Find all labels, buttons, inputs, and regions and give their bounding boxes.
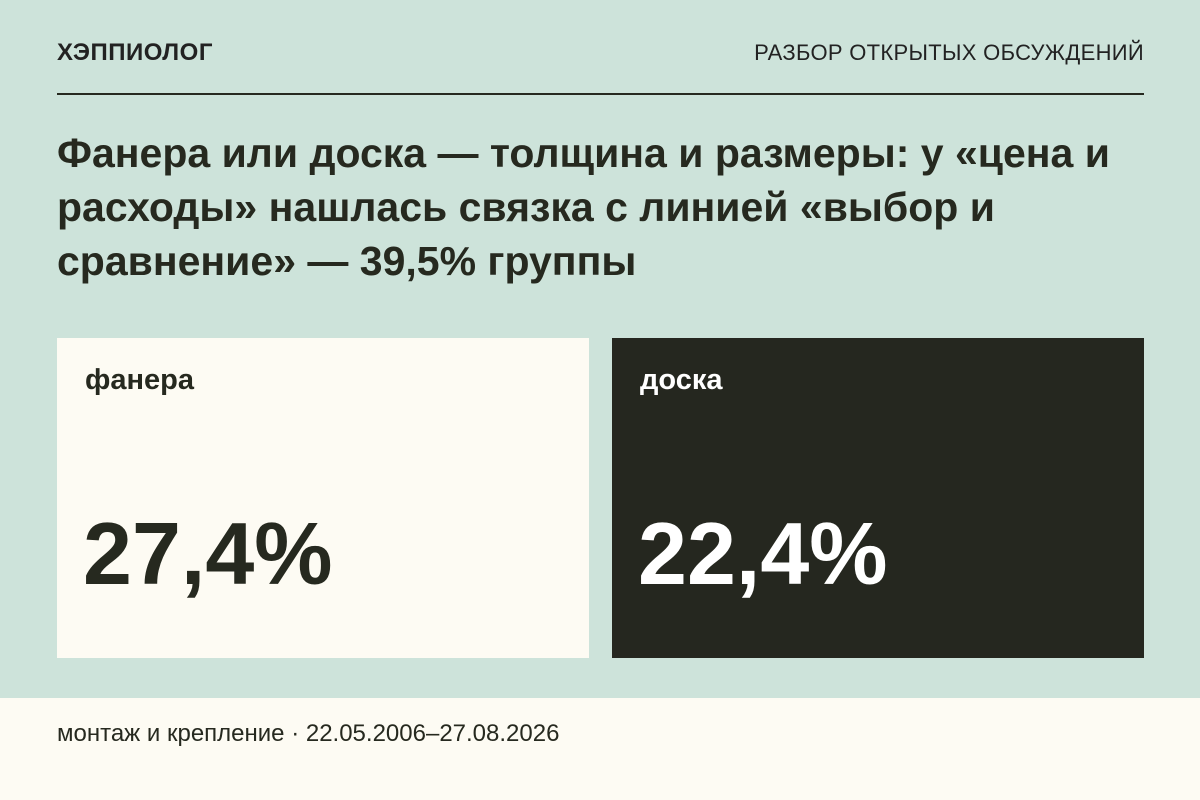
- brand-name: ХЭППИОЛОГ: [57, 39, 213, 66]
- footer: монтаж и крепление · 22.05.2006–27.08.20…: [0, 698, 1200, 800]
- stat-card-value: 27,4%: [83, 504, 333, 603]
- section-title: РАЗБОР ОТКРЫТЫХ ОБСУЖДЕНИЙ: [754, 40, 1144, 65]
- headline: Фанера или доска — толщина и размеры: у …: [57, 130, 1110, 284]
- stat-card-value: 22,4%: [638, 504, 888, 603]
- stat-card-plywood: фанера 27,4%: [57, 338, 589, 658]
- stat-card-label: доска: [640, 364, 723, 396]
- footer-caption: монтаж и крепление · 22.05.2006–27.08.20…: [57, 720, 560, 747]
- header: ХЭППИОЛОГ РАЗБОР ОТКРЫТЫХ ОБСУЖДЕНИЙ: [57, 38, 1144, 68]
- stat-card-board: доска 22,4%: [612, 338, 1144, 658]
- header-divider: [57, 93, 1144, 95]
- stat-card-label: фанера: [85, 364, 194, 396]
